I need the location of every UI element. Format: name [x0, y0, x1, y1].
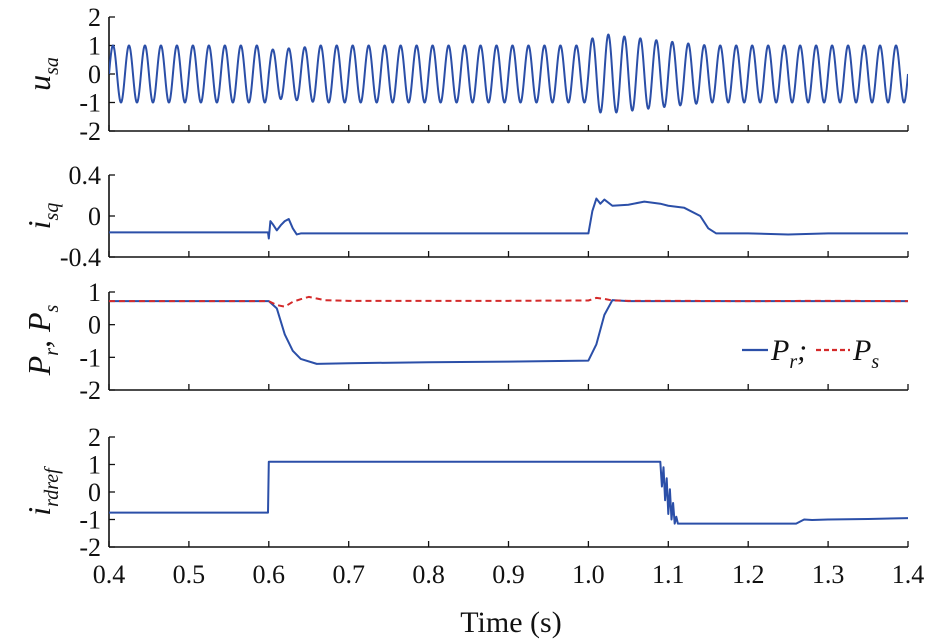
- panel-2: 0.4 0 -0.4: [60, 161, 909, 272]
- svg-text:irdref: irdref: [21, 466, 63, 516]
- y-tick-label: 2: [88, 423, 101, 452]
- svg-text:Pr;: Pr;: [770, 334, 807, 373]
- y-tick-label: -1: [79, 343, 101, 372]
- x-tick-label: 1.2: [732, 560, 765, 589]
- series-group: [109, 460, 908, 525]
- legend-ps-label: P: [852, 334, 871, 367]
- y-tick-label: 1: [88, 451, 101, 480]
- y-tick-label: -2: [79, 376, 101, 405]
- x-tick-label: 1.4: [892, 560, 925, 589]
- series-group: [109, 295, 908, 365]
- legend: Pr; Ps: [742, 334, 879, 373]
- y-tick-label: 0: [88, 478, 101, 507]
- ylabel-irdref: irdref: [21, 466, 63, 516]
- svg-text:isq: isq: [21, 203, 63, 230]
- x-axis-title: Time (s): [460, 606, 561, 639]
- svg-text:Ps: Ps: [852, 334, 879, 373]
- y-tick-label: 2: [88, 3, 101, 32]
- ylabel-isq-main: i: [21, 220, 57, 229]
- ylabel-isq-sub: sq: [41, 203, 63, 221]
- y-tick-label: 0: [88, 202, 101, 231]
- y-tick-label: 0: [88, 311, 101, 340]
- y-tick-label: -1: [79, 89, 101, 118]
- panel-3: 1 0 -1 -2: [79, 278, 909, 405]
- svg-text:Pr, Ps: Pr, Ps: [21, 304, 63, 376]
- series-group: [109, 197, 908, 240]
- x-tick-label: 0.5: [173, 560, 206, 589]
- x-tick-label: 0.7: [332, 560, 365, 589]
- ylabel-usa: usa: [21, 57, 63, 91]
- x-tick-label: 1.0: [572, 560, 605, 589]
- x-tick-label: 0.8: [412, 560, 445, 589]
- series-ps-line: [109, 295, 908, 308]
- ylabel-pr-sub: r: [41, 348, 63, 356]
- ylabel-ps-main: , P: [21, 312, 57, 348]
- series-line: [109, 33, 908, 114]
- ylabel-irdref-main: i: [21, 507, 57, 516]
- legend-separator: ;: [797, 334, 807, 367]
- ylabel-isq: isq: [21, 203, 63, 230]
- ylabel-pr-main: P: [21, 356, 57, 377]
- svg-text:usa: usa: [21, 57, 63, 91]
- y-tick-label: -2: [79, 533, 101, 562]
- legend-pr-sub: r: [789, 351, 797, 373]
- series-line: [109, 197, 908, 240]
- ylabel-usa-sub: sa: [41, 57, 63, 75]
- ylabel-pr-ps: Pr, Ps: [21, 304, 63, 376]
- x-tick-label: 0.9: [492, 560, 525, 589]
- y-tick-label: 1: [88, 32, 101, 61]
- ylabel-irdref-sub: rdref: [41, 466, 63, 507]
- y-tick-label: -1: [79, 506, 101, 535]
- y-tick-label: 0: [88, 60, 101, 89]
- x-tick-label: 0.4: [93, 560, 126, 589]
- y-tick-label: -2: [79, 117, 101, 146]
- series-group: [109, 33, 908, 114]
- x-tick-label: 1.1: [652, 560, 685, 589]
- legend-ps-sub: s: [871, 351, 879, 373]
- y-tick-label: 1: [88, 278, 101, 307]
- y-tick-label: -0.4: [60, 243, 101, 272]
- ylabel-ps-sub: s: [41, 304, 63, 312]
- ylabel-usa-main: u: [21, 75, 57, 91]
- x-tick-label: 0.6: [253, 560, 286, 589]
- panel-4: 210-1-20.4 0.5 0.6 0.7 0.8 0.9 1.0 1.1 1.2 1.3 1.4: [79, 423, 924, 589]
- y-tick-label: 0.4: [69, 161, 102, 190]
- panel-1: 210-1-2: [79, 3, 909, 146]
- series-line: [109, 460, 908, 525]
- legend-pr-label: P: [770, 334, 789, 367]
- x-tick-label: 1.3: [812, 560, 845, 589]
